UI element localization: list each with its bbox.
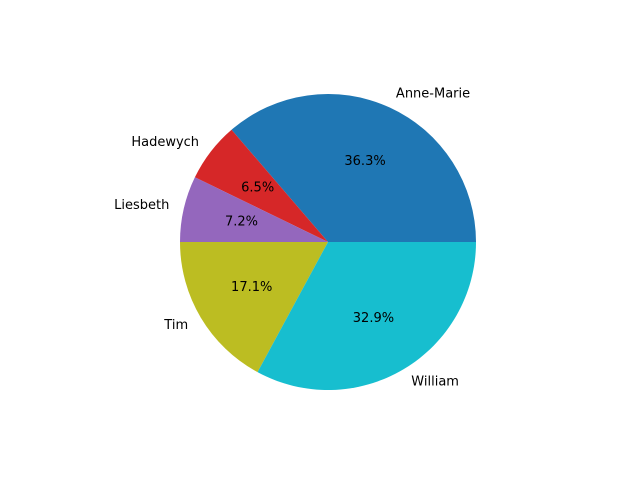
slice-label-hadewych: Hadewych [131, 135, 199, 150]
slice-pct-tim: 17.1% [231, 280, 272, 295]
slice-label-william: William [411, 374, 459, 389]
slice-pct-hadewych: 6.5% [241, 180, 274, 195]
slice-pct-liesbeth: 7.2% [225, 215, 258, 230]
pie-slice-william [257, 242, 476, 390]
slice-label-anne-marie: Anne-Marie [396, 87, 470, 102]
pie-labels: Anne-Marie 36.3% Hadewych 6.5% Liesbeth 7.2% T… [114, 87, 470, 390]
pie-slices [180, 93, 476, 390]
pie-slice-tim [180, 242, 328, 373]
pie-slice-hadewych [194, 129, 328, 242]
slice-label-tim: Tim [163, 318, 188, 333]
pie-slice-anne-marie [231, 93, 476, 242]
pie-slice-liesbeth [180, 177, 328, 242]
slice-pct-anne-marie: 36.3% [344, 154, 385, 169]
slice-label-liesbeth: Liesbeth [114, 198, 169, 213]
slice-pct-william: 32.9% [353, 311, 394, 326]
